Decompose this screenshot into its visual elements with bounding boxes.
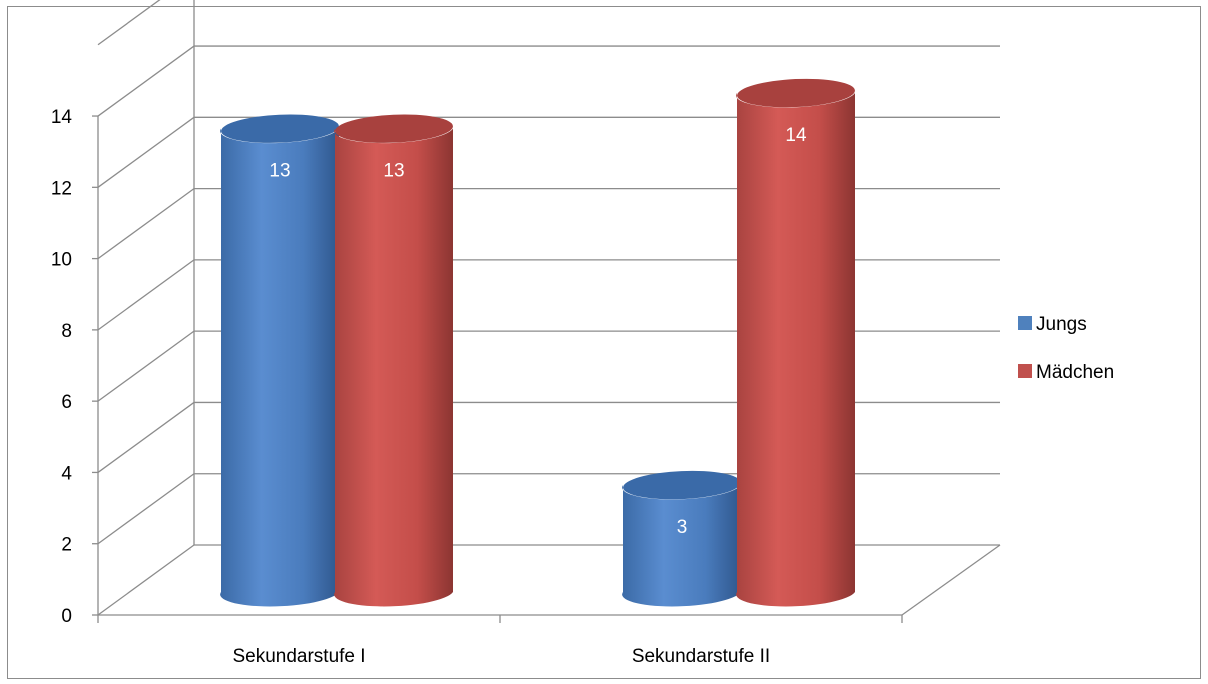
legend-label-1: Mädchen	[1036, 362, 1114, 383]
data-label-jungs-0: 13	[269, 161, 290, 182]
bar-body-0-0	[220, 128, 339, 607]
y-tick-label-2: 2	[61, 535, 72, 556]
gridline-side-8	[97, 259, 195, 331]
bar-top-0-1	[623, 470, 741, 500]
y-tick-label-12: 12	[51, 178, 72, 199]
gridline-side-12	[97, 116, 195, 188]
gridline-side-0	[97, 544, 195, 616]
legend-label-0: Jungs	[1036, 314, 1087, 335]
y-tick-label-6: 6	[61, 392, 72, 413]
gridline-side-16	[97, 0, 161, 46]
x-tick-label-1: Sekundarstufe II	[632, 646, 770, 667]
gridline-side-6	[97, 330, 195, 402]
gridline-side-10	[97, 188, 195, 260]
floor-right-edge	[901, 544, 1001, 616]
bar-top-1-0	[335, 114, 453, 143]
bar-body-0-1	[622, 485, 741, 607]
data-label-jungs-1: 3	[677, 517, 688, 538]
legend-swatch-1	[1018, 364, 1032, 378]
bar-top-1-1	[737, 78, 855, 108]
chart-frame	[7, 6, 1201, 679]
bar-mädchen-1	[736, 78, 855, 607]
gridline-side-14	[97, 45, 195, 117]
bar-jungs-0	[220, 114, 339, 607]
bar-body-1-0	[334, 128, 453, 607]
x-tick-label-0: Sekundarstufe I	[232, 646, 365, 667]
bar-mädchen-0	[334, 114, 453, 607]
y-tick-label-14: 14	[51, 107, 73, 128]
legend-swatch-0	[1018, 316, 1032, 330]
gridline-side-2	[97, 473, 195, 545]
axes	[92, 115, 1001, 623]
legend: Jungs Mädchen	[1018, 314, 1114, 383]
gridline-side-4	[97, 401, 195, 473]
labels: 0 2 4 6 8 10 12 14 Sekundarstufe I Sekundarstufe …	[51, 107, 807, 667]
y-tick-label-10: 10	[51, 250, 72, 271]
bars	[220, 78, 855, 607]
bar-body-1-1	[736, 93, 855, 607]
y-tick-label-0: 0	[61, 606, 72, 627]
bar-jungs-1	[622, 470, 741, 607]
data-label-mädchen-1: 14	[785, 125, 807, 146]
y-tick-label-4: 4	[61, 463, 72, 484]
y-tick-label-8: 8	[61, 321, 72, 342]
bar-top-0-0	[221, 114, 339, 143]
data-label-mädchen-0: 13	[383, 161, 404, 182]
